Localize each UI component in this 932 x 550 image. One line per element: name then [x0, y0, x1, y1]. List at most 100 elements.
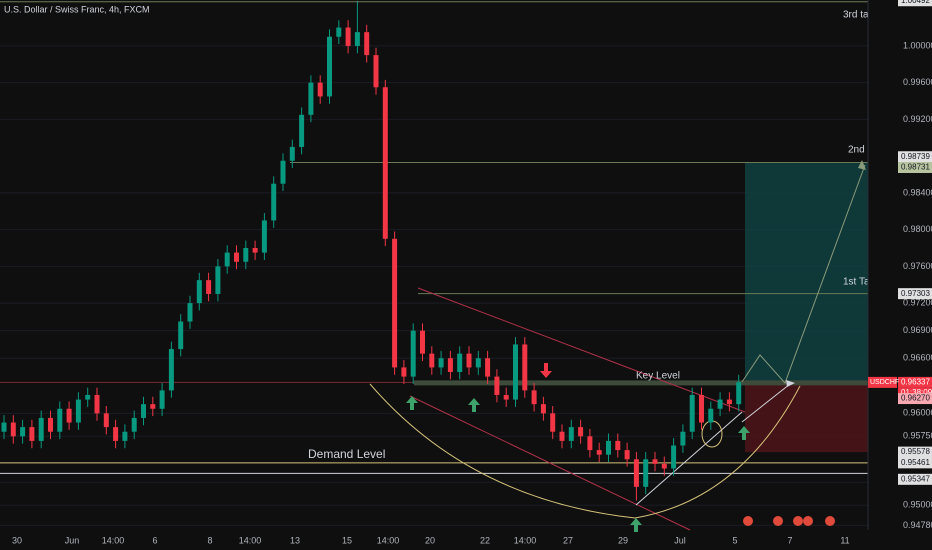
candle-body [234, 252, 239, 262]
price-label-box [898, 151, 932, 163]
candle-body [141, 404, 146, 418]
candle-body [168, 349, 174, 391]
candle-body [354, 32, 360, 46]
price-label: 0.95461 [901, 458, 930, 467]
arrow-head [786, 380, 795, 387]
candle-body [75, 399, 81, 423]
symbol-label: USDCHF [870, 379, 899, 386]
candle-body [299, 114, 305, 147]
candle-body [531, 390, 537, 405]
down-arrow [540, 363, 552, 378]
candles [1, 0, 742, 501]
candle-body [485, 358, 491, 377]
channel-bottom [409, 395, 691, 531]
candle-body [187, 303, 193, 322]
candle-body [708, 408, 714, 423]
candle-body [280, 160, 286, 184]
candle-body [271, 183, 277, 221]
x-tick-label: 14:00 [514, 535, 537, 545]
x-tick-label: 14:00 [102, 535, 125, 545]
candle-body [466, 353, 472, 368]
candle-body [103, 413, 109, 428]
candle-body [550, 413, 556, 432]
projection [741, 164, 866, 384]
candle-body [420, 330, 425, 354]
candle-body [447, 358, 453, 373]
candle-body [494, 376, 500, 395]
candle-body [38, 417, 44, 441]
candle-body [615, 440, 621, 451]
candle-body [736, 382, 742, 405]
candle-body [1, 422, 7, 432]
candle-body [150, 404, 156, 409]
candle-body [568, 427, 574, 441]
candle-body [215, 266, 221, 294]
candle-body [726, 399, 732, 405]
annotation: 1st Target [843, 277, 887, 288]
candle-body [122, 431, 128, 441]
drawings [369, 160, 866, 532]
price-label-box [898, 457, 932, 469]
candle-body [624, 450, 630, 460]
price-label-box [898, 161, 932, 173]
candle-body [475, 358, 481, 368]
candle-body [252, 248, 258, 253]
annotation: 3rd target [843, 10, 886, 21]
candle-body [345, 27, 351, 46]
candle-body [206, 280, 212, 294]
candle-body [401, 367, 407, 377]
price-label: 0.95578 [901, 447, 930, 456]
candle-body [522, 344, 528, 391]
x-tick-label: 14:00 [377, 535, 400, 545]
candle-body [336, 27, 342, 37]
x-tick-label: 6 [152, 535, 157, 545]
candle-body [410, 330, 416, 377]
x-tick-label: 29 [618, 535, 628, 545]
candle-body [261, 220, 267, 253]
candle-body [578, 427, 584, 437]
price-label: 0.96270 [901, 394, 930, 403]
candle-body [373, 55, 379, 88]
candle-body [717, 399, 723, 409]
arrow-line [741, 383, 791, 423]
candle-body [652, 459, 658, 464]
candle-body [85, 394, 91, 400]
price-label-box [898, 288, 932, 300]
candle-body [429, 353, 435, 368]
price-label: 0.98739 [901, 152, 930, 161]
x-tick-label: 13 [290, 535, 300, 545]
countdown: 01:38:09 [901, 388, 932, 397]
candle-body [317, 82, 323, 97]
candle-body [699, 394, 704, 423]
price-label-box [898, 446, 932, 458]
candle-body [364, 32, 370, 56]
countdown-box [898, 387, 932, 398]
candle-body [392, 238, 398, 368]
candle-body [29, 427, 35, 441]
key-level [414, 380, 868, 386]
candle-body [596, 450, 602, 455]
annotation: Key Level [636, 371, 680, 382]
candle-body [457, 353, 463, 373]
candle-body [587, 436, 593, 451]
candle-body [382, 87, 388, 239]
trend-line [635, 411, 743, 506]
candle-body [224, 252, 230, 267]
candle-body [178, 321, 184, 350]
candle-body [689, 394, 695, 432]
symbol-box [868, 376, 897, 388]
candle-body [680, 431, 686, 446]
candle-body [513, 344, 518, 400]
curve [369, 383, 801, 519]
candle-body [57, 408, 63, 432]
zones [0, 1, 868, 474]
x-tick-label: 30 [12, 535, 22, 545]
candle-body [10, 422, 16, 437]
